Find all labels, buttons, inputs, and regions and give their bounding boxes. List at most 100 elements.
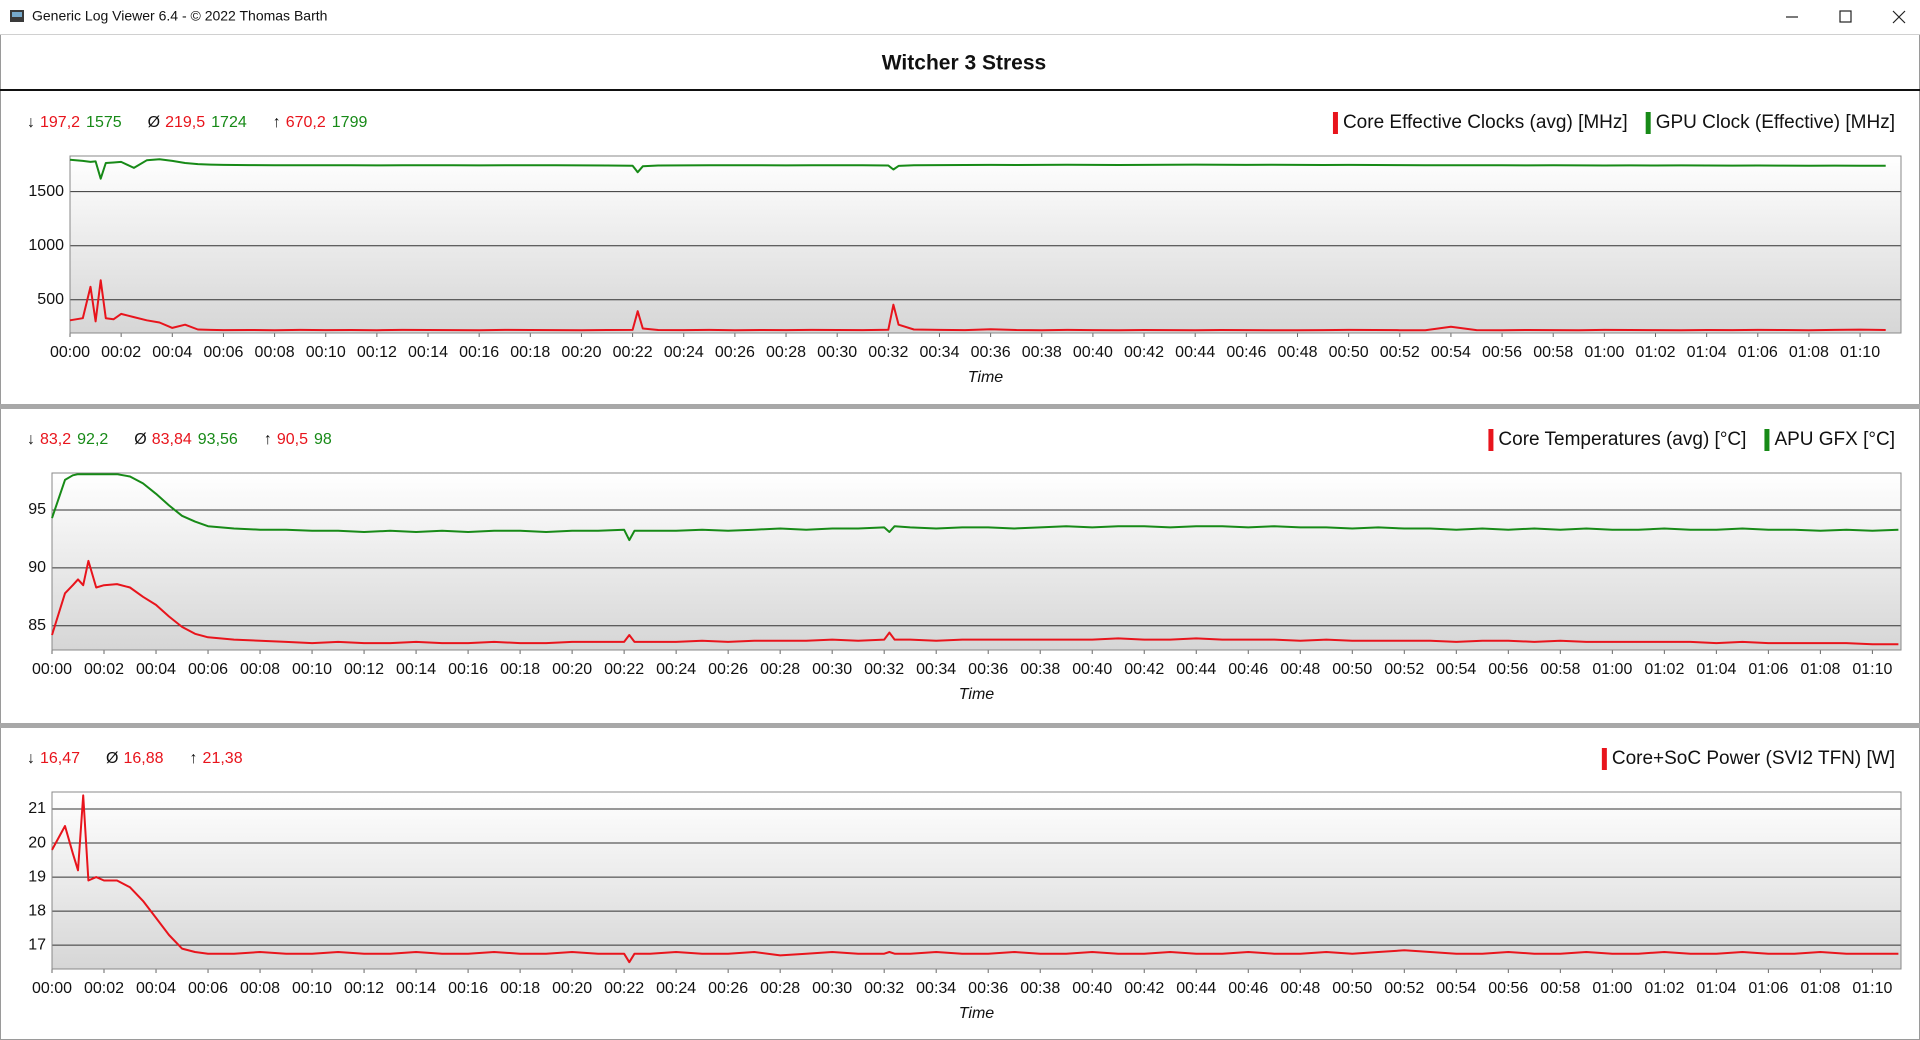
x-tick-label: 00:06 [188, 661, 228, 678]
x-tick-label: 01:06 [1748, 661, 1788, 678]
series-line [69, 158, 1886, 180]
x-tick-label: 00:12 [344, 980, 384, 997]
x-tick-label: 00:52 [1380, 344, 1420, 361]
x-tick-label: 00:44 [1176, 661, 1216, 678]
x-tick-label: 00:36 [971, 344, 1011, 361]
x-tick-label: 00:24 [656, 980, 696, 997]
x-tick-label: 00:08 [255, 344, 295, 361]
x-tick-label: 01:04 [1687, 344, 1727, 361]
series-line [69, 279, 1886, 332]
x-tick-label: 01:04 [1696, 980, 1736, 997]
x-tick-label: 00:20 [552, 661, 592, 678]
legend-swatch [1764, 429, 1770, 451]
x-tick-label: 00:06 [203, 344, 243, 361]
app-icon-screen [12, 12, 22, 17]
x-tick-label: 00:26 [708, 661, 748, 678]
x-tick-label: 00:46 [1228, 661, 1268, 678]
stat-symbol: Ø [106, 750, 118, 767]
x-tick-label: 00:00 [32, 980, 72, 997]
legend-swatch [1332, 112, 1338, 134]
x-tick-label: 00:34 [919, 344, 959, 361]
x-tick-label: 00:14 [408, 344, 448, 361]
x-tick-label: 00:54 [1431, 344, 1471, 361]
x-tick-label: 00:50 [1332, 980, 1372, 997]
x-tick-label: 00:52 [1384, 980, 1424, 997]
plot-area [70, 156, 1901, 333]
stat-symbol: Ø [148, 114, 160, 131]
plot-border [69, 155, 1902, 334]
chart-panel: 85 90 95 00:00 00:02 00:04 00:06 00:08 00:10 00:1… [27, 429, 1902, 703]
x-tick-label: 00:36 [968, 980, 1008, 997]
x-tick-label: 00:56 [1488, 661, 1528, 678]
x-tick-label: 00:28 [760, 980, 800, 997]
x-axis-label: Time [959, 1005, 995, 1022]
x-tick-label: 00:18 [510, 344, 550, 361]
x-tick-label: 00:22 [613, 344, 653, 361]
stat-value: 1799 [332, 114, 368, 131]
stat-symbol: ↑ [273, 114, 281, 131]
x-tick-label: 00:38 [1020, 661, 1060, 678]
x-tick-label: 00:08 [240, 980, 280, 997]
legend-label: APU GFX [°C] [1774, 429, 1895, 450]
x-tick-label: 00:40 [1073, 344, 1113, 361]
x-tick-label: 00:00 [50, 344, 90, 361]
stat-value: 16,88 [124, 750, 164, 767]
stat-value: 90,5 [277, 431, 308, 448]
x-tick-label: 00:30 [812, 661, 852, 678]
stat-symbol: ↓ [27, 431, 35, 448]
title-bar-background [0, 0, 1920, 34]
x-tick-label: 00:16 [448, 661, 488, 678]
x-tick-label: 00:16 [448, 980, 488, 997]
series-line [51, 559, 1899, 646]
x-tick-label: 00:58 [1540, 661, 1580, 678]
x-tick-label: 00:04 [152, 344, 192, 361]
maximize-button[interactable] [1839, 10, 1852, 23]
x-tick-label: 00:22 [604, 980, 644, 997]
stat-value: 219,5 [165, 114, 205, 131]
stat-value: 197,2 [40, 114, 80, 131]
x-tick-label: 00:50 [1329, 344, 1369, 361]
x-tick-label: 00:10 [306, 344, 346, 361]
close-button[interactable] [1892, 10, 1906, 24]
stat-symbol: Ø [134, 431, 146, 448]
plot-area [52, 473, 1901, 650]
x-tick-label: 00:44 [1175, 344, 1215, 361]
x-tick-label: 00:24 [656, 661, 696, 678]
stat-value: 1724 [211, 114, 247, 131]
x-tick-label: 00:54 [1436, 980, 1476, 997]
stat-symbol: ↑ [190, 750, 198, 767]
panel-separator [0, 404, 1920, 409]
x-tick-label: 00:00 [32, 661, 72, 678]
x-tick-label: 00:48 [1280, 980, 1320, 997]
x-axis-label: Time [959, 686, 995, 703]
stat-value: 16,47 [40, 750, 80, 767]
y-tick-label: 19 [28, 868, 46, 885]
x-tick-label: 00:58 [1540, 980, 1580, 997]
x-tick-label: 00:32 [868, 344, 908, 361]
x-tick-label: 00:42 [1124, 661, 1164, 678]
y-tick-label: 18 [28, 902, 46, 919]
x-tick-label: 00:30 [812, 980, 852, 997]
x-tick-label: 00:04 [136, 980, 176, 997]
x-tick-label: 01:08 [1800, 980, 1840, 997]
stat-value: 92,2 [77, 431, 108, 448]
x-tick-label: 00:14 [396, 661, 436, 678]
x-tick-label: 00:12 [357, 344, 397, 361]
x-tick-label: 00:20 [552, 980, 592, 997]
stat-symbol: ↑ [264, 431, 272, 448]
x-tick-label: 00:02 [84, 980, 124, 997]
x-tick-label: 00:26 [715, 344, 755, 361]
x-tick-label: 00:30 [817, 344, 857, 361]
y-tick-label: 95 [28, 501, 46, 518]
x-tick-label: 01:08 [1789, 344, 1829, 361]
plot-area [52, 792, 1901, 969]
page-title: Witcher 3 Stress [882, 52, 1046, 75]
x-tick-label: 01:06 [1748, 980, 1788, 997]
x-tick-label: 00:58 [1533, 344, 1573, 361]
x-tick-label: 00:10 [292, 661, 332, 678]
stat-value: 83,84 [152, 431, 192, 448]
x-tick-label: 00:02 [101, 344, 141, 361]
x-tick-label: 00:52 [1384, 661, 1424, 678]
x-tick-label: 01:02 [1644, 980, 1684, 997]
